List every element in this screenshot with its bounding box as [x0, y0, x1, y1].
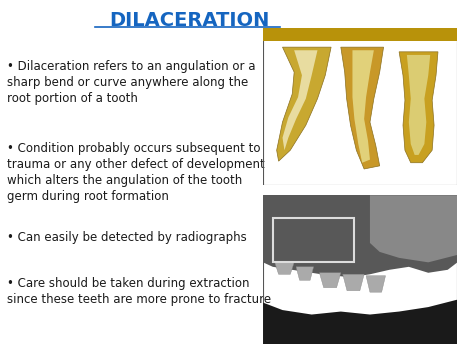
- Text: • Care should be taken during extraction
since these teeth are more prone to fra: • Care should be taken during extraction…: [7, 277, 271, 306]
- Text: • Condition probably occurs subsequent to
trauma or any other defect of developm: • Condition probably occurs subsequent t…: [7, 142, 265, 203]
- Polygon shape: [277, 47, 331, 161]
- Polygon shape: [370, 195, 457, 262]
- Polygon shape: [407, 55, 430, 155]
- Bar: [273, 218, 355, 262]
- Text: • Can easily be detected by radiographs: • Can easily be detected by radiographs: [7, 231, 247, 244]
- Polygon shape: [341, 47, 383, 169]
- Polygon shape: [319, 273, 341, 288]
- Polygon shape: [263, 195, 457, 277]
- Bar: [263, 28, 457, 41]
- Polygon shape: [296, 267, 314, 280]
- Text: • Dilaceration refers to an angulation or a
sharp bend or curve anywhere along t: • Dilaceration refers to an angulation o…: [7, 60, 255, 105]
- Polygon shape: [275, 262, 294, 274]
- Polygon shape: [283, 50, 318, 150]
- Polygon shape: [343, 274, 364, 291]
- Text: DILACERATION: DILACERATION: [109, 11, 270, 30]
- Polygon shape: [366, 276, 385, 292]
- Polygon shape: [353, 50, 374, 163]
- Polygon shape: [399, 52, 438, 163]
- Polygon shape: [263, 300, 457, 344]
